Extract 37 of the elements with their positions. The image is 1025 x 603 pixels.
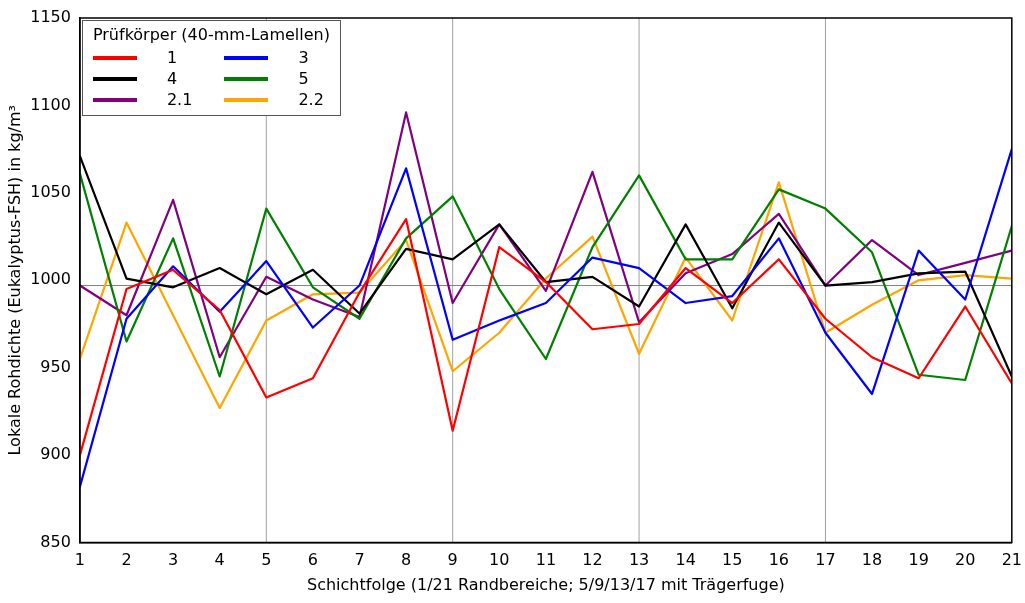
legend-label: 1 xyxy=(166,48,178,67)
x-tick-label: 14 xyxy=(675,550,696,570)
y-tick-label: 1100 xyxy=(30,94,71,114)
x-tick-label: 16 xyxy=(768,550,790,570)
x-tick-label: 9 xyxy=(447,550,458,570)
x-tick-label: 18 xyxy=(861,550,883,570)
legend-label: 4 xyxy=(166,69,178,88)
x-tick-label: 11 xyxy=(535,550,557,570)
x-axis-title: Schichtfolge (1/21 Randbereiche; 5/9/13/17 mit Trägerfuge) xyxy=(307,574,785,594)
y-tick-label: 900 xyxy=(40,444,71,464)
x-tick-label: 4 xyxy=(214,550,225,570)
y-tick-label: 850 xyxy=(40,531,71,551)
x-tick-label: 20 xyxy=(955,550,976,570)
y-tick-label: 1000 xyxy=(30,269,71,289)
x-tick-label: 15 xyxy=(722,550,743,570)
legend-label: 2.1 xyxy=(166,90,193,109)
x-tick-label: 12 xyxy=(582,550,603,570)
x-tick-label: 6 xyxy=(307,550,318,570)
legend-label: 3 xyxy=(298,48,309,67)
x-tick-label: 10 xyxy=(489,550,510,570)
x-tick-label: 1 xyxy=(74,550,86,570)
x-tick-label: 13 xyxy=(628,550,650,570)
legend-label: 5 xyxy=(298,69,309,88)
y-tick-label: 1050 xyxy=(30,182,71,202)
y-tick-label: 1150 xyxy=(30,7,71,27)
x-tick-label: 8 xyxy=(400,550,412,570)
y-axis-title: Lokale Rohdichte (Eukalyptus-FSH) in kg/m³ xyxy=(4,105,24,456)
x-tick-label: 21 xyxy=(1001,550,1022,570)
x-tick-label: 17 xyxy=(815,550,836,570)
legend-title: Prüfkörper (40-mm-Lamellen) xyxy=(92,25,330,44)
legend-label: 2.2 xyxy=(298,90,324,109)
y-tick-label: 950 xyxy=(40,356,71,376)
x-tick-label: 3 xyxy=(168,550,179,570)
x-tick-label: 7 xyxy=(354,550,365,570)
x-tick-label: 5 xyxy=(261,550,272,570)
x-tick-label: 2 xyxy=(121,550,132,570)
x-tick-label: 19 xyxy=(908,550,929,570)
